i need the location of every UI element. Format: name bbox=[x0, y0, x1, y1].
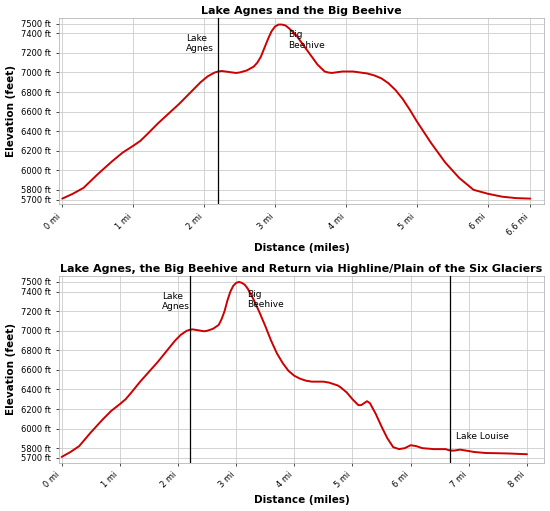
Title: Lake Agnes and the Big Beehive: Lake Agnes and the Big Beehive bbox=[201, 6, 402, 15]
Title: Lake Agnes, the Big Beehive and Return via Highline/Plain of the Six Glaciers: Lake Agnes, the Big Beehive and Return v… bbox=[60, 264, 543, 274]
Text: Lake Louise: Lake Louise bbox=[456, 432, 509, 442]
Text: Big
Beehive: Big Beehive bbox=[246, 290, 283, 309]
X-axis label: Distance (miles): Distance (miles) bbox=[254, 243, 349, 253]
X-axis label: Distance (miles): Distance (miles) bbox=[254, 496, 349, 505]
Y-axis label: Elevation (feet): Elevation (feet) bbox=[6, 323, 15, 415]
Y-axis label: Elevation (feet): Elevation (feet) bbox=[6, 65, 15, 157]
Text: Lake
Agnes: Lake Agnes bbox=[186, 34, 214, 53]
Text: Lake
Agnes: Lake Agnes bbox=[162, 292, 190, 311]
Text: Big
Beehive: Big Beehive bbox=[288, 31, 324, 50]
